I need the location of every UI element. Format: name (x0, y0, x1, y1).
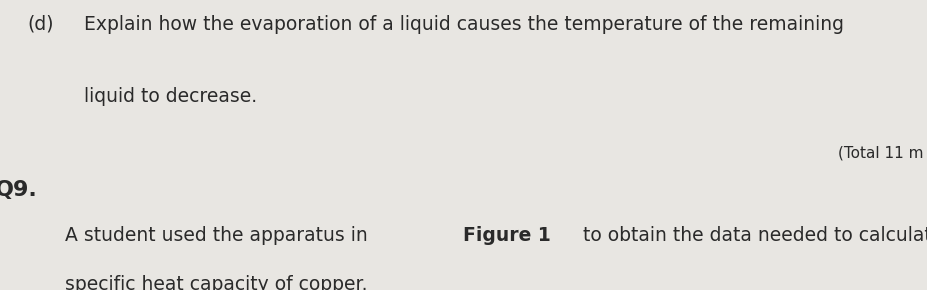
Text: Figure 1: Figure 1 (463, 226, 551, 245)
Text: Q9.: Q9. (0, 180, 38, 200)
Text: to obtain the data needed to calculate the: to obtain the data needed to calculate t… (576, 226, 927, 245)
Text: Explain how the evaporation of a liquid causes the temperature of the remaining: Explain how the evaporation of a liquid … (83, 14, 843, 34)
Text: A student used the apparatus in: A student used the apparatus in (65, 226, 374, 245)
Text: specific heat capacity of copper.: specific heat capacity of copper. (65, 276, 367, 290)
Text: liquid to decrease.: liquid to decrease. (83, 87, 257, 106)
Text: (d): (d) (28, 14, 55, 34)
Text: (Total 11 m: (Total 11 m (837, 145, 922, 160)
